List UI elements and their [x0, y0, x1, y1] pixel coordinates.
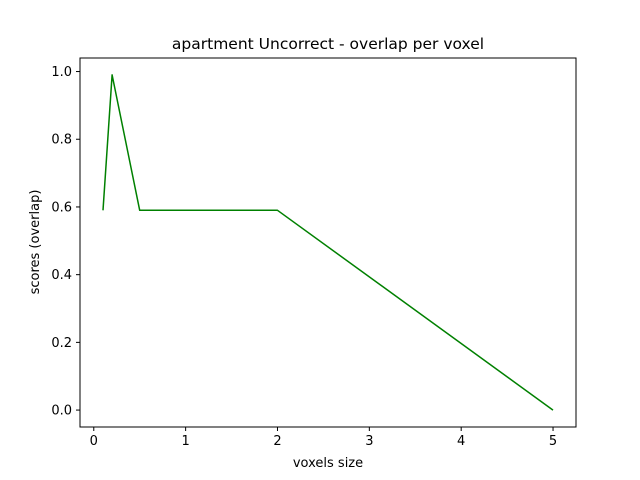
plot-area: 0 1 2 3 4 5 0.0 0.2 0.4 0.6 0.8 1.0 [51, 57, 577, 449]
y-tick-label-3: 0.6 [51, 200, 72, 215]
y-tick-label-1: 0.2 [51, 336, 72, 351]
x-tick-label-4: 4 [457, 434, 465, 449]
x-tick-label-5: 5 [549, 434, 557, 449]
x-tick-label-0: 0 [90, 434, 98, 449]
series-line-0 [102, 74, 554, 411]
x-tick-label-2: 2 [273, 434, 281, 449]
y-tick-label-4: 0.8 [51, 133, 72, 148]
y-tick-label-5: 1.0 [51, 65, 72, 80]
chart-title: apartment Uncorrect - overlap per voxel [172, 35, 484, 53]
x-axis-label: voxels size [293, 456, 363, 471]
plot-frame [79, 57, 577, 428]
y-tick-label-2: 0.4 [51, 268, 72, 283]
y-axis-label: scores (overlap) [28, 190, 43, 295]
y-tick-label-0: 0.0 [51, 404, 72, 419]
x-tick-label-3: 3 [365, 434, 373, 449]
x-tick-label-1: 1 [181, 434, 189, 449]
